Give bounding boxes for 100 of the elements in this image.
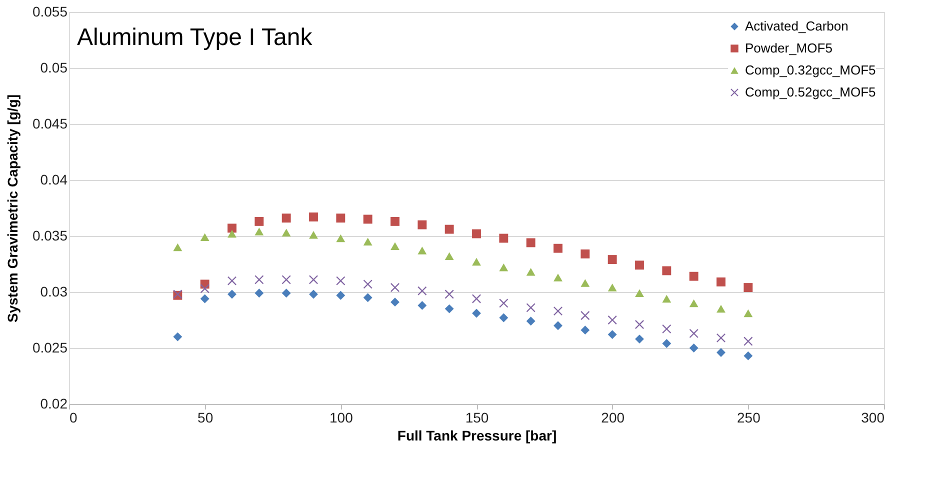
point [635, 289, 644, 297]
point [472, 258, 481, 266]
point [282, 275, 291, 284]
point [472, 308, 481, 318]
point [282, 288, 291, 298]
y-tick-label: 0.025 [32, 340, 68, 356]
y-tick-label: 0.02 [40, 396, 68, 412]
x-tick-label: 200 [601, 410, 625, 426]
point [363, 280, 372, 289]
point [200, 284, 210, 294]
point [254, 275, 264, 284]
point [662, 324, 672, 334]
point [390, 283, 400, 292]
point [689, 344, 698, 352]
point [228, 224, 236, 233]
point [336, 276, 346, 286]
x-tick-label: 0 [70, 410, 78, 426]
point [390, 216, 400, 226]
point [744, 351, 753, 360]
point [363, 293, 372, 302]
x-tick-label: 300 [861, 410, 885, 426]
point [716, 333, 726, 342]
point [444, 304, 454, 314]
y-tick-label: 0.05 [40, 60, 68, 76]
point [282, 214, 291, 223]
x-tick-label: 250 [736, 410, 761, 426]
point [744, 283, 753, 292]
point [526, 303, 536, 312]
point [418, 246, 427, 254]
point [173, 332, 182, 342]
point [662, 294, 672, 303]
point [608, 255, 617, 264]
y-tick-label: 0.045 [32, 116, 68, 132]
point [554, 306, 562, 316]
point [336, 214, 346, 223]
point [309, 231, 318, 239]
point [418, 286, 427, 296]
point [662, 339, 672, 348]
point [689, 299, 698, 308]
y-axis-title: System Gravimetric Capacity [g/g] [4, 94, 20, 322]
point [336, 290, 346, 300]
point [499, 234, 508, 243]
point [526, 238, 536, 248]
legend-label: Powder_MOF5 [745, 40, 832, 56]
point [744, 336, 753, 346]
point [526, 316, 536, 326]
y-tick-label: 0.04 [40, 172, 68, 188]
point [554, 244, 562, 253]
point [689, 272, 698, 281]
point [363, 214, 372, 224]
point [608, 316, 617, 324]
x-tick-label: 50 [198, 410, 214, 426]
point [309, 275, 318, 284]
point [418, 220, 427, 230]
point [580, 279, 590, 287]
point [173, 243, 182, 252]
point [309, 212, 318, 222]
point [200, 233, 210, 241]
point [744, 309, 753, 318]
point [254, 288, 264, 298]
x-tick-label: 150 [465, 410, 489, 426]
point [228, 276, 236, 286]
point [472, 294, 481, 304]
point [662, 266, 672, 276]
point [282, 228, 291, 237]
point [716, 277, 726, 286]
point [716, 348, 726, 357]
x-axis-title: Full Tank Pressure [bar] [397, 428, 557, 444]
legend-label: Comp_0.52gcc_MOF5 [745, 84, 876, 100]
point [309, 290, 318, 299]
legend-label: Activated_Carbon [745, 18, 848, 34]
point [390, 298, 400, 307]
point [444, 224, 454, 234]
point [608, 284, 617, 292]
point [336, 234, 346, 242]
point [580, 326, 590, 335]
point [635, 334, 644, 344]
point [499, 313, 508, 322]
point [444, 252, 454, 260]
point [554, 274, 562, 282]
point [526, 268, 536, 276]
point [635, 260, 644, 270]
point [254, 228, 264, 236]
point [580, 249, 590, 258]
point [554, 321, 562, 330]
y-tick-label: 0.055 [32, 4, 68, 20]
point [444, 290, 454, 299]
legend-label: Comp_0.32gcc_MOF5 [745, 62, 876, 78]
point [580, 311, 590, 320]
point [472, 229, 481, 238]
y-tick-label: 0.03 [40, 284, 68, 300]
y-tick-label: 0.035 [32, 228, 68, 244]
point [390, 242, 400, 250]
point [228, 290, 236, 299]
point [200, 294, 210, 304]
point [635, 320, 644, 329]
point [716, 304, 726, 313]
text: Aluminum Type I Tank [77, 24, 314, 51]
point [499, 298, 508, 308]
point [363, 238, 372, 246]
